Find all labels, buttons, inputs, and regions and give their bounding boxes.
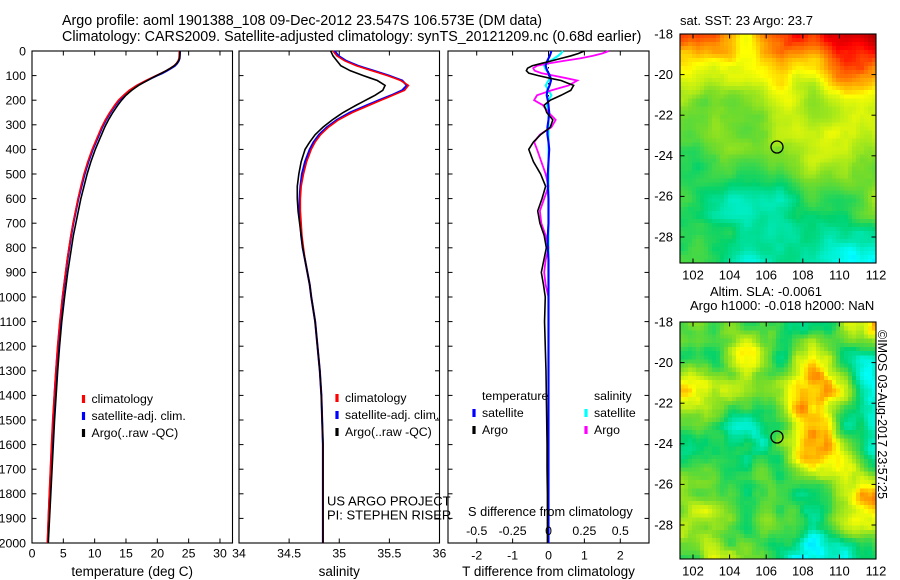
svg-text:-22: -22 — [654, 396, 673, 411]
svg-text:112: 112 — [866, 564, 887, 579]
svg-text:104: 104 — [719, 268, 741, 283]
svg-text:-20: -20 — [654, 67, 673, 82]
svg-text:106: 106 — [755, 564, 777, 579]
svg-text:110: 110 — [829, 268, 850, 283]
svg-text:-28: -28 — [654, 517, 673, 532]
svg-text:-26: -26 — [654, 477, 673, 492]
svg-text:108: 108 — [792, 268, 814, 283]
svg-text:104: 104 — [719, 564, 741, 579]
svg-text:-28: -28 — [654, 229, 673, 244]
svg-text:-18: -18 — [654, 314, 673, 329]
svg-text:112: 112 — [866, 268, 887, 283]
svg-text:-20: -20 — [654, 355, 673, 370]
svg-text:-26: -26 — [654, 189, 673, 204]
svg-text:106: 106 — [755, 268, 777, 283]
svg-text:-24: -24 — [654, 436, 673, 451]
svg-text:102: 102 — [682, 268, 704, 283]
svg-text:-24: -24 — [654, 148, 673, 163]
svg-text:110: 110 — [829, 564, 850, 579]
svg-text:102: 102 — [682, 564, 704, 579]
svg-text:-18: -18 — [654, 26, 673, 41]
svg-text:-22: -22 — [654, 108, 673, 123]
svg-text:108: 108 — [792, 564, 814, 579]
